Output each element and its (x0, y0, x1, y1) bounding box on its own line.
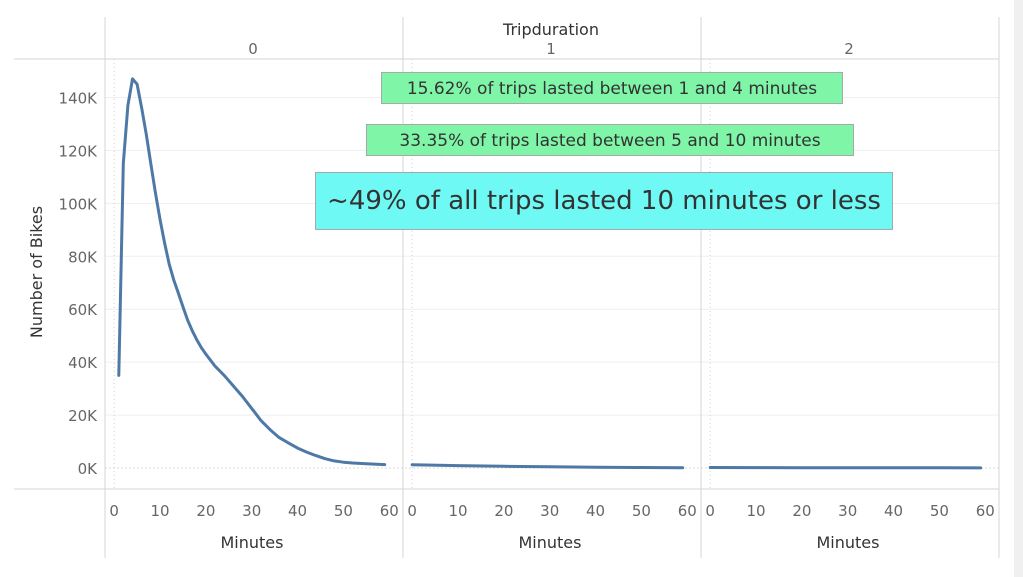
panel-headers: 0 1 2 (248, 40, 854, 58)
panel-header-1: 1 (546, 40, 556, 58)
y-tick-label: 120K (59, 142, 99, 160)
x-tick-label: 50 (930, 502, 949, 520)
x-tick-label: 0 (109, 502, 119, 520)
x-tick-label: 10 (448, 502, 467, 520)
annotation-5-10-minutes: 33.35% of trips lasted between 5 and 10 … (366, 124, 854, 156)
y-axis: 0K 20K 40K 60K 80K 100K 120K 140K (59, 89, 99, 478)
panel-header-0: 0 (248, 40, 258, 58)
panel-header-2: 2 (844, 40, 854, 58)
series-lines (117, 77, 983, 470)
annotation-10-minutes-or-less: ~49% of all trips lasted 10 minutes or l… (315, 172, 893, 230)
series-line-panel-1 (410, 463, 685, 470)
y-tick-label: 40K (68, 354, 98, 372)
x-tick-label: 60 (976, 502, 995, 520)
panel-frames (14, 0, 1023, 577)
x-tick-label: 60 (678, 502, 697, 520)
y-tick-label: 0K (78, 460, 99, 478)
x-tick-label: 30 (242, 502, 261, 520)
chart-title: Tripduration (502, 20, 599, 39)
x-axis-label-2: Minutes (817, 533, 880, 552)
x-tick-label: 20 (196, 502, 215, 520)
x-tick-label: 50 (334, 502, 353, 520)
y-axis-label: Number of Bikes (27, 206, 46, 338)
x-tick-label: 20 (792, 502, 811, 520)
x-tick-label: 10 (746, 502, 765, 520)
x-axis-label-0: Minutes (221, 533, 284, 552)
y-tick-label: 60K (68, 301, 98, 319)
x-tick-label: 50 (632, 502, 651, 520)
x-tick-label: 40 (586, 502, 605, 520)
y-tick-label: 20K (68, 407, 98, 425)
x-tick-label: 40 (884, 502, 903, 520)
x-tick-label: 60 (380, 502, 399, 520)
x-tick-label: 0 (407, 502, 417, 520)
y-tick-label: 80K (68, 248, 98, 266)
x-axes: 0 10 20 30 40 50 60 Minutes 0 10 20 30 40 50 60 Minutes… (109, 502, 994, 552)
annotation-1-4-minutes: 15.62% of trips lasted between 1 and 4 m… (381, 72, 843, 104)
x-tick-label: 30 (838, 502, 857, 520)
y-tick-label: 140K (59, 89, 99, 107)
series-line-panel-0 (117, 77, 387, 467)
x-tick-label: 30 (540, 502, 559, 520)
x-tick-label: 10 (150, 502, 169, 520)
x-tick-label: 20 (494, 502, 513, 520)
scrollbar[interactable] (1014, 0, 1023, 577)
x-axis-label-1: Minutes (519, 533, 582, 552)
y-tick-label: 100K (59, 195, 99, 213)
x-tick-label: 0 (705, 502, 715, 520)
x-tick-label: 40 (288, 502, 307, 520)
